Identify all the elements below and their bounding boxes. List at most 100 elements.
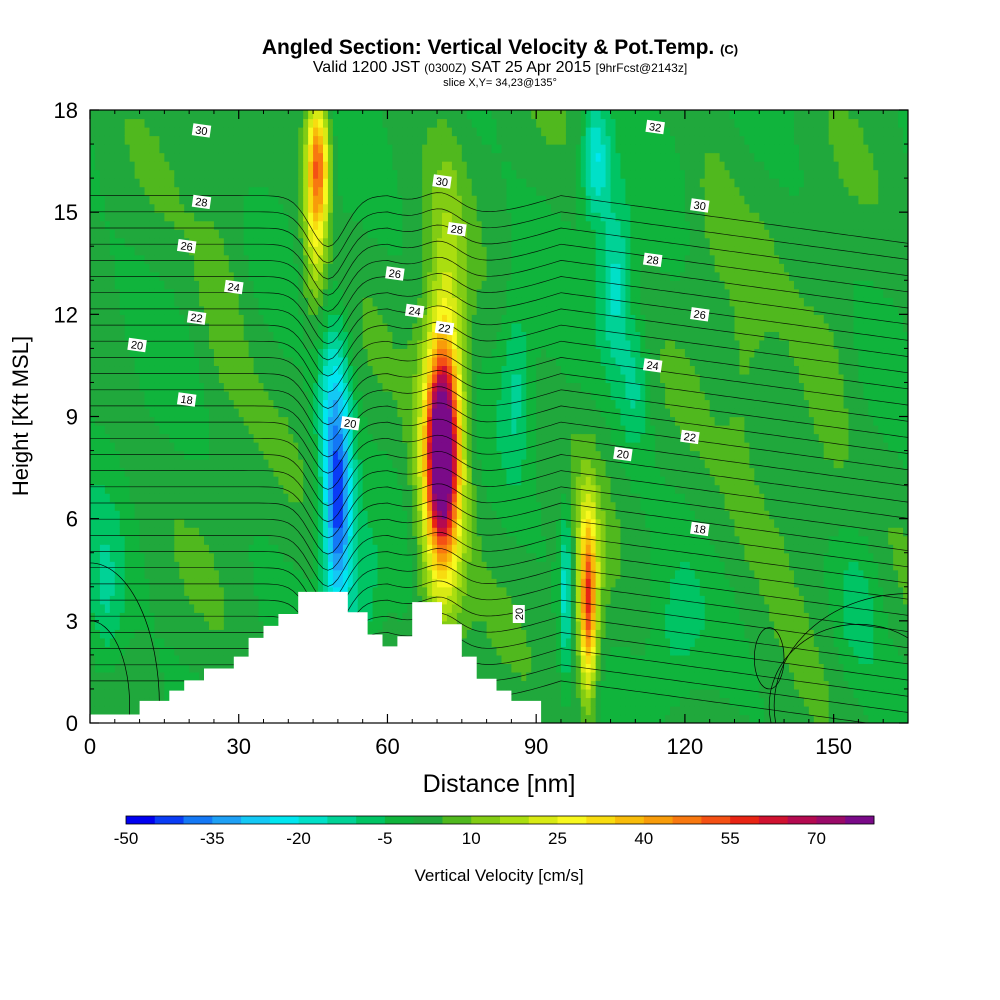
- velocity-cell: [357, 331, 364, 341]
- velocity-cell: [293, 544, 299, 554]
- velocity-cell: [417, 586, 423, 596]
- velocity-cell: [149, 680, 156, 690]
- velocity-cell: [218, 629, 225, 639]
- velocity-cell: [417, 365, 423, 375]
- velocity-cell: [164, 331, 170, 341]
- velocity-cell: [327, 407, 334, 418]
- velocity-cell: [367, 518, 374, 528]
- velocity-cell: [253, 603, 260, 613]
- velocity-cell: [313, 195, 319, 205]
- velocity-cell: [184, 144, 190, 154]
- velocity-cell: [228, 510, 235, 520]
- velocity-cell: [104, 229, 111, 239]
- velocity-cell: [323, 476, 329, 486]
- velocity-cell: [402, 425, 408, 435]
- velocity-cell: [382, 629, 389, 639]
- velocity-cell: [273, 144, 279, 154]
- velocity-cell: [422, 110, 428, 120]
- velocity-cell: [308, 212, 314, 222]
- velocity-cell: [303, 484, 309, 494]
- velocity-cell: [417, 314, 423, 324]
- velocity-cell: [228, 425, 235, 435]
- velocity-cell: [164, 654, 170, 664]
- velocity-cell: [238, 450, 245, 460]
- velocity-cell: [392, 518, 398, 528]
- velocity-cell: [337, 144, 344, 154]
- velocity-cell: [109, 535, 116, 545]
- velocity-cell: [352, 527, 359, 537]
- velocity-cell: [204, 646, 210, 656]
- velocity-cell: [293, 365, 299, 375]
- velocity-cell: [194, 663, 200, 673]
- velocity-cell: [124, 569, 131, 579]
- velocity-cell: [412, 544, 418, 554]
- velocity-cell: [377, 620, 384, 630]
- velocity-cell: [293, 280, 299, 290]
- velocity-cell: [288, 110, 294, 120]
- velocity-cell: [199, 297, 205, 307]
- velocity-cell: [407, 348, 413, 358]
- velocity-cell: [218, 442, 225, 452]
- velocity-cell: [139, 501, 146, 511]
- velocity-cell: [352, 314, 359, 324]
- velocity-cell: [357, 127, 364, 137]
- velocity-cell: [397, 263, 403, 273]
- velocity-cell: [278, 407, 284, 418]
- velocity-cell: [382, 178, 389, 188]
- velocity-cell: [144, 322, 151, 332]
- velocity-cell: [377, 195, 384, 205]
- velocity-cell: [199, 603, 205, 613]
- velocity-cell: [313, 450, 319, 460]
- velocity-cell: [387, 484, 394, 494]
- velocity-cell: [164, 365, 170, 375]
- velocity-cell: [114, 688, 121, 699]
- velocity-cell: [184, 348, 190, 358]
- velocity-cell: [377, 254, 384, 264]
- velocity-cell: [90, 561, 96, 571]
- velocity-cell: [90, 382, 96, 392]
- velocity-cell: [94, 680, 101, 690]
- velocity-cell: [243, 612, 250, 622]
- velocity-cell: [233, 501, 240, 511]
- velocity-cell: [208, 646, 215, 656]
- velocity-cell: [208, 442, 215, 452]
- velocity-cell: [263, 246, 270, 256]
- velocity-cell: [208, 501, 215, 511]
- velocity-cell: [427, 382, 433, 392]
- velocity-cell: [347, 544, 354, 554]
- velocity-cell: [99, 578, 106, 588]
- velocity-cell: [129, 467, 136, 477]
- velocity-cell: [149, 220, 156, 230]
- velocity-cell: [94, 382, 101, 392]
- velocity-cell: [417, 237, 423, 247]
- velocity-cell: [422, 331, 428, 341]
- velocity-cell: [109, 586, 116, 596]
- velocity-cell: [223, 569, 230, 579]
- velocity-cell: [174, 586, 180, 596]
- velocity-cell: [109, 263, 116, 273]
- velocity-cell: [109, 280, 116, 290]
- velocity-cell: [119, 552, 126, 562]
- velocity-cell: [248, 373, 255, 384]
- velocity-cell: [129, 459, 136, 469]
- velocity-cell: [179, 586, 185, 596]
- velocity-cell: [184, 442, 190, 452]
- velocity-cell: [367, 510, 374, 520]
- velocity-cell: [144, 671, 151, 682]
- velocity-cell: [199, 169, 205, 179]
- velocity-cell: [184, 118, 190, 128]
- velocity-cell: [253, 450, 260, 460]
- velocity-cell: [99, 654, 106, 664]
- velocity-cell: [149, 135, 156, 145]
- velocity-cell: [144, 501, 151, 511]
- velocity-cell: [382, 620, 389, 630]
- velocity-cell: [337, 382, 344, 392]
- velocity-cell: [253, 254, 260, 264]
- velocity-cell: [268, 135, 275, 145]
- velocity-cell: [144, 331, 151, 341]
- forecast-tag: [9hrFcst@2143z]: [595, 61, 688, 75]
- velocity-cell: [129, 237, 136, 247]
- velocity-cell: [129, 178, 136, 188]
- velocity-cell: [149, 178, 156, 188]
- velocity-cell: [283, 569, 289, 579]
